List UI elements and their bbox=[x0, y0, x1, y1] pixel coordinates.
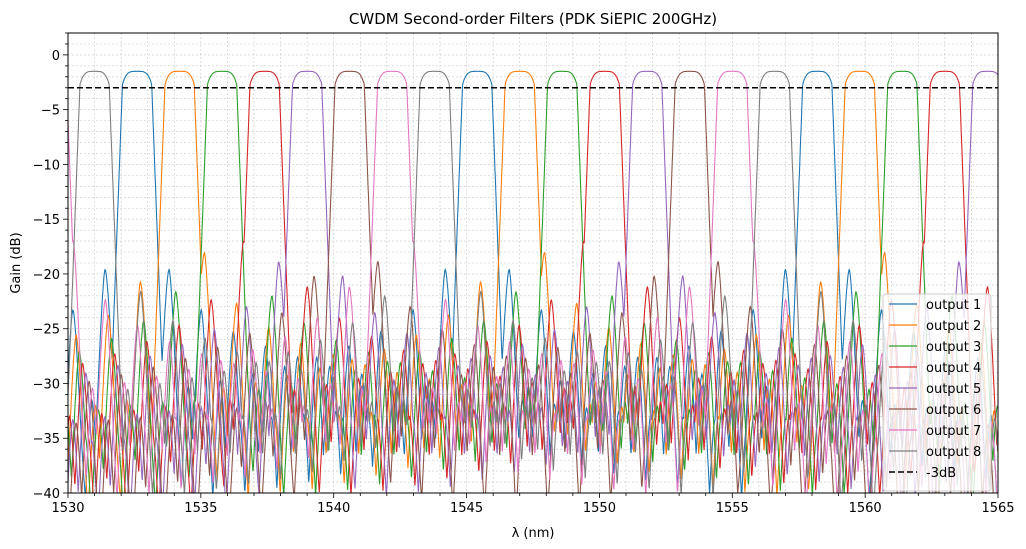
x-tick-label: 1565 bbox=[981, 501, 1014, 516]
x-tick-label: 1540 bbox=[317, 501, 350, 516]
series-line-2 bbox=[68, 70, 998, 493]
plot-area: 1530 1535 1540 1545 1550 1555 1560 1565 0 −5 −10 −1… bbox=[33, 32, 1015, 516]
y-tick-label: −35 bbox=[33, 432, 60, 447]
x-tick-label: 1560 bbox=[849, 501, 882, 516]
legend-label: output 8 bbox=[926, 445, 981, 460]
series-line-8 bbox=[68, 70, 998, 493]
y-tick-label: −40 bbox=[33, 487, 60, 502]
x-tick-label: 1535 bbox=[184, 501, 217, 516]
legend-label: output 2 bbox=[926, 319, 981, 334]
legend-label: output 1 bbox=[926, 298, 981, 313]
legend-label: output 4 bbox=[926, 361, 981, 376]
series-group bbox=[68, 70, 998, 493]
x-tick-label: 1550 bbox=[583, 501, 616, 516]
y-tick-label: −20 bbox=[33, 268, 60, 283]
x-tick-label: 1555 bbox=[716, 501, 749, 516]
legend-label: -3dB bbox=[926, 466, 956, 481]
y-tick-label: −25 bbox=[33, 323, 60, 338]
x-tick-label: 1530 bbox=[51, 501, 84, 516]
y-tick-label: −5 bbox=[41, 104, 60, 119]
y-tick-label: −30 bbox=[33, 377, 60, 392]
chart-title: CWDM Second-order Filters (PDK SiEPIC 20… bbox=[349, 10, 717, 28]
x-tick-label: 1545 bbox=[450, 501, 483, 516]
y-axis-label: Gain (dB) bbox=[9, 232, 24, 293]
legend: output 1 output 2 output 3 output 4 output 5… bbox=[882, 293, 992, 492]
legend-label: output 5 bbox=[926, 382, 981, 397]
legend-label: output 6 bbox=[926, 403, 981, 418]
y-tick-label: −10 bbox=[33, 158, 60, 173]
legend-label: output 7 bbox=[926, 424, 981, 439]
y-tick-label: 0 bbox=[52, 49, 60, 64]
series-line-5 bbox=[68, 70, 998, 493]
legend-label: output 3 bbox=[926, 340, 981, 355]
y-tick-label: −15 bbox=[33, 213, 60, 228]
series-line-6 bbox=[70, 70, 994, 493]
legend-box bbox=[882, 293, 992, 492]
x-axis-label: λ (nm) bbox=[512, 526, 555, 541]
